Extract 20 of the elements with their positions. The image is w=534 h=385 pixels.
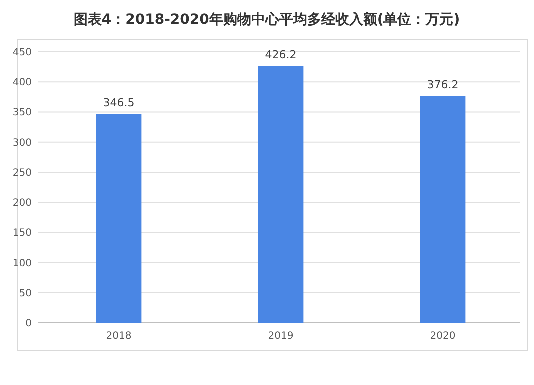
y-tick-label: 100 [12,258,32,270]
data-label: 346.5 [103,96,135,110]
bar [96,114,142,323]
y-tick-label: 200 [12,198,32,210]
chart-title: 图表4：2018-2020年购物中心平均多经收入额(单位：万元) [74,11,460,28]
bar [420,96,466,323]
data-label: 376.2 [427,78,459,92]
y-tick-label: 150 [12,228,32,240]
data-label: 426.2 [265,48,297,62]
x-tick-label: 2018 [106,331,132,342]
y-tick-label: 350 [12,108,32,119]
y-tick-label: 300 [12,138,32,149]
y-tick-label: 250 [12,168,32,179]
bar [258,66,304,323]
x-tick-label: 2019 [268,331,294,342]
y-tick-label: 0 [26,318,32,330]
y-tick-label: 400 [12,78,32,89]
y-tick-label: 50 [19,288,32,300]
y-tick-label: 450 [12,48,32,58]
x-tick-label: 2020 [430,331,456,342]
